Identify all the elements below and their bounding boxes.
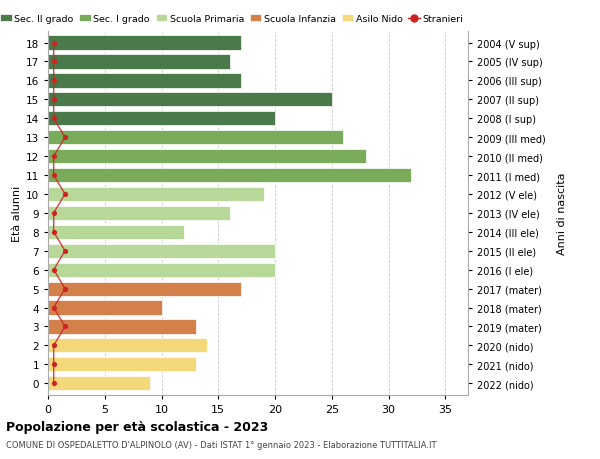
Point	[49, 342, 58, 349]
Bar	[48, 376, 150, 391]
Point	[49, 40, 58, 47]
Text: Popolazione per età scolastica - 2023: Popolazione per età scolastica - 2023	[6, 420, 268, 433]
Point	[49, 59, 58, 66]
Y-axis label: Anni di nascita: Anni di nascita	[557, 172, 567, 255]
Point	[60, 134, 70, 141]
Point	[60, 323, 70, 330]
Bar	[48, 301, 161, 315]
Bar	[48, 36, 241, 50]
Bar	[48, 55, 230, 69]
Text: COMUNE DI OSPEDALETTO D'ALPINOLO (AV) - Dati ISTAT 1° gennaio 2023 - Elaborazion: COMUNE DI OSPEDALETTO D'ALPINOLO (AV) - …	[6, 440, 437, 449]
Bar	[48, 168, 411, 183]
Bar	[48, 225, 184, 240]
Point	[60, 247, 70, 255]
Bar	[48, 207, 230, 220]
Bar	[48, 358, 196, 372]
Point	[49, 153, 58, 161]
Point	[49, 96, 58, 104]
Point	[49, 210, 58, 217]
Bar	[48, 93, 332, 107]
Point	[49, 380, 58, 387]
Point	[49, 115, 58, 123]
Point	[49, 78, 58, 85]
Legend: Sec. II grado, Sec. I grado, Scuola Primaria, Scuola Infanzia, Asilo Nido, Stran: Sec. II grado, Sec. I grado, Scuola Prim…	[0, 15, 463, 24]
Bar	[48, 187, 263, 202]
Point	[49, 172, 58, 179]
Bar	[48, 112, 275, 126]
Bar	[48, 150, 366, 164]
Point	[49, 304, 58, 312]
Bar	[48, 74, 241, 88]
Bar	[48, 131, 343, 145]
Bar	[48, 339, 207, 353]
Bar	[48, 263, 275, 277]
Point	[60, 285, 70, 293]
Point	[49, 229, 58, 236]
Point	[49, 361, 58, 368]
Bar	[48, 244, 275, 258]
Point	[60, 191, 70, 198]
Bar	[48, 282, 241, 296]
Y-axis label: Età alunni: Età alunni	[11, 185, 22, 241]
Point	[49, 266, 58, 274]
Bar	[48, 319, 196, 334]
